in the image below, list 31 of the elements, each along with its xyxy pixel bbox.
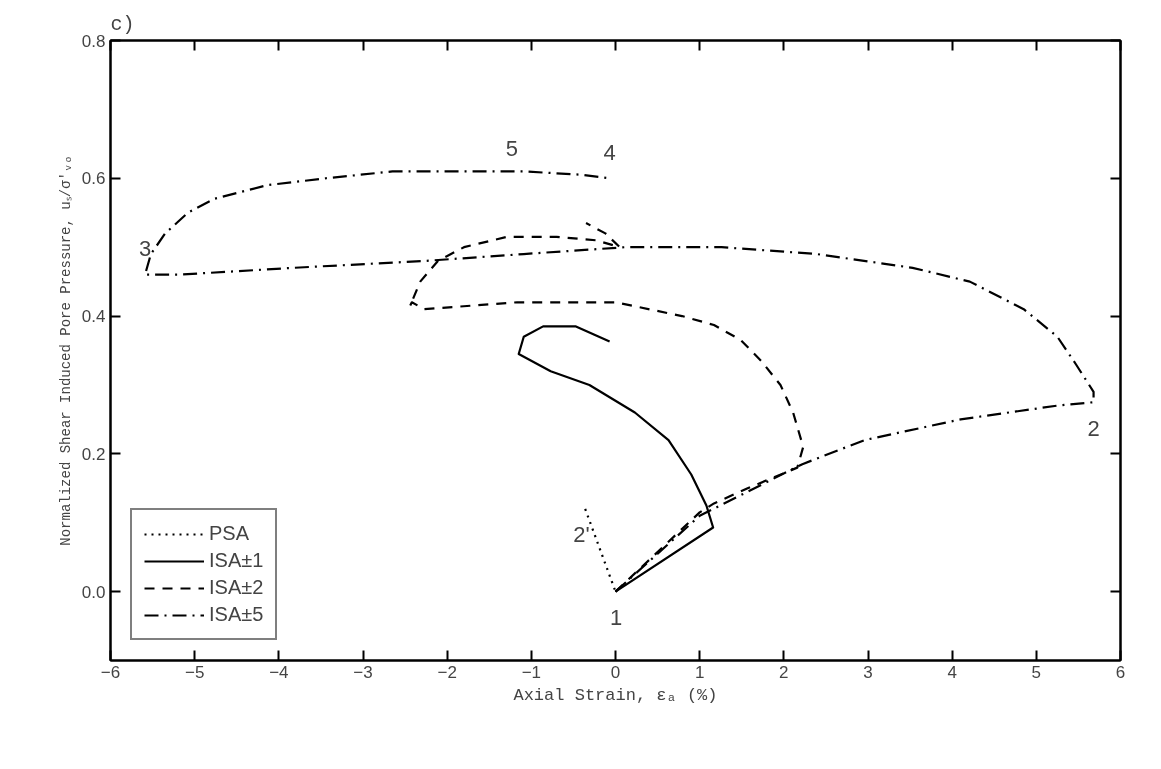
y-tick-label: 0.6 [81, 169, 106, 189]
legend-label: ISA±1 [209, 549, 264, 572]
text: c) [110, 12, 135, 36]
x-tick-label: 3 [863, 662, 873, 682]
x-tick-label: −6 [100, 662, 121, 682]
legend-label: ISA±5 [209, 603, 264, 626]
legend-label: ISA±2 [209, 576, 264, 599]
y-tick-label: 0.8 [81, 31, 106, 51]
x-tick-label: 0 [610, 662, 621, 682]
x-tick-label: 1 [694, 662, 705, 682]
x-axis-title: Axial Strain, εₐ (%) [513, 685, 718, 705]
x-tick-label: 5 [1031, 662, 1042, 682]
annotation: 4 [603, 139, 616, 165]
annotation: 1 [609, 605, 623, 631]
legend-label: PSA [209, 522, 250, 545]
x-tick-label: −5 [184, 662, 205, 682]
y-axis-title: Normalized Shear Induced Pore Pressure, uₛ/σ'ᵥₒ [57, 155, 74, 546]
y-tick-label: 0.4 [81, 307, 106, 327]
x-tick-label: −1 [521, 662, 542, 682]
x-tick-label: 6 [1115, 662, 1126, 682]
x-tick-label: −3 [353, 662, 373, 682]
annotation: 2' [573, 522, 590, 548]
x-tick-label: 4 [947, 662, 957, 682]
annotation: 5 [505, 135, 519, 161]
x-tick-label: −2 [437, 662, 457, 682]
y-tick-label: 0.0 [81, 582, 106, 602]
x-tick-label: 2 [779, 662, 789, 682]
y-tick-label: 0.2 [81, 444, 106, 464]
annotation: 3 [138, 236, 152, 262]
x-tick-label: −4 [269, 662, 289, 682]
annotation: 2 [1087, 415, 1100, 441]
